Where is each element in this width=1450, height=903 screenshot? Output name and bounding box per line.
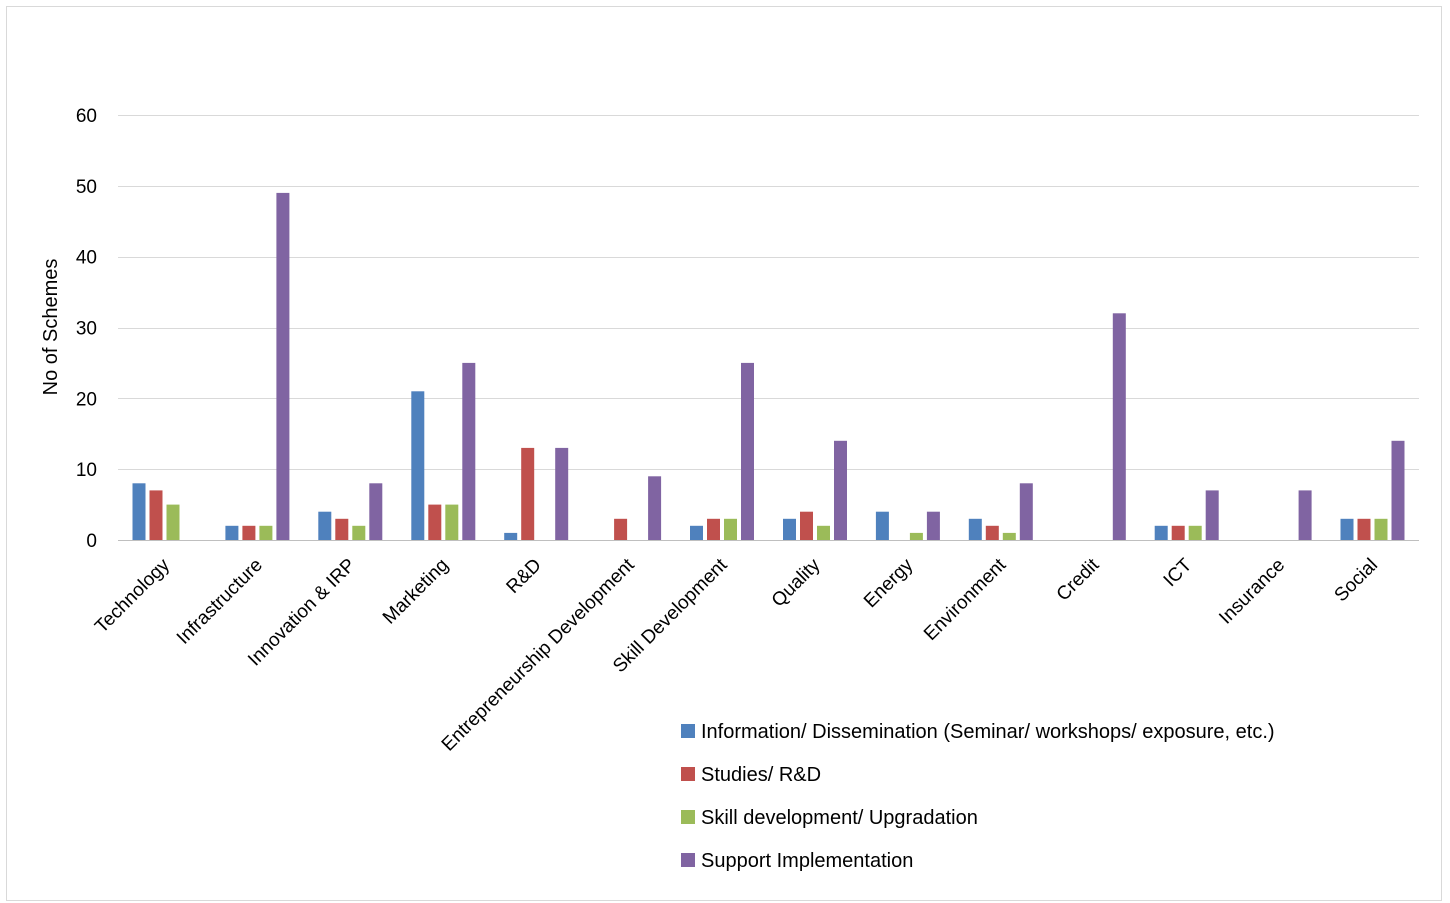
- bar-entrepreneurship-development-s1: [614, 518, 628, 541]
- bar-ict-s2: [1188, 525, 1202, 540]
- x-tick-label: Quality: [768, 554, 825, 611]
- bar-infrastructure-s3: [276, 192, 290, 540]
- bar-r-d-s1: [521, 447, 535, 540]
- bar-energy-s0: [875, 511, 889, 540]
- chart-frame: [6, 6, 1442, 901]
- x-tick-label: Entrepreneurship Development: [438, 554, 639, 755]
- y-tick-label: 40: [76, 248, 97, 269]
- bar-energy-s2: [909, 532, 923, 540]
- x-tick-label: Marketing: [379, 555, 453, 629]
- bar-quality-s0: [783, 518, 796, 541]
- x-tick-label: Social: [1331, 555, 1382, 606]
- bar-innovation-irp-s1: [335, 518, 349, 541]
- bar-marketing-s3: [462, 362, 476, 540]
- legend-label: Skill development/ Upgradation: [701, 807, 978, 829]
- x-tick-label: Technology: [91, 554, 174, 637]
- bar-skill-development-s2: [724, 518, 737, 541]
- bar-infrastructure-s0: [225, 525, 239, 540]
- x-tick-label: Energy: [860, 554, 918, 612]
- gridlines: [118, 115, 1419, 541]
- legend-label: Information/ Dissemination (Seminar/ wor…: [701, 721, 1275, 743]
- legend-swatch: [681, 767, 695, 781]
- bar-environment-s0: [968, 518, 982, 541]
- x-tick-label: Insurance: [1215, 555, 1289, 629]
- bar-r-d-s0: [504, 532, 518, 540]
- bars: [118, 192, 1419, 541]
- x-tick-label: R&D: [503, 555, 546, 598]
- bar-environment-s3: [1019, 483, 1033, 540]
- y-axis-ticks: 0 10 20 30 40 50 60: [76, 106, 97, 552]
- bar-credit-s3: [1112, 313, 1126, 540]
- y-tick-label: 60: [76, 106, 97, 127]
- bar-environment-s1: [985, 525, 999, 540]
- y-tick-label: 50: [76, 177, 97, 198]
- bar-quality-s1: [800, 511, 813, 540]
- bar-technology-s0: [132, 483, 146, 540]
- x-tick-label: Environment: [920, 554, 1011, 645]
- bar-social-s1: [1357, 518, 1371, 541]
- legend: Information/ Dissemination (Seminar/ wor…: [681, 721, 1275, 872]
- bar-skill-development-s3: [741, 362, 754, 540]
- bar-marketing-s2: [445, 504, 459, 540]
- y-tick-label: 30: [76, 319, 97, 340]
- bar-technology-s1: [149, 490, 163, 540]
- x-tick-label: Credit: [1053, 554, 1104, 605]
- bar-skill-development-s1: [707, 518, 720, 541]
- bar-energy-s3: [926, 511, 940, 540]
- bar-infrastructure-s2: [259, 525, 273, 540]
- bar-r-d-s3: [555, 447, 569, 540]
- bar-technology-s2: [166, 504, 180, 540]
- y-tick-label: 20: [76, 389, 97, 410]
- bar-marketing-s1: [428, 504, 442, 540]
- x-tick-label: ICT: [1160, 554, 1197, 591]
- bar-innovation-irp-s0: [318, 511, 332, 540]
- x-tick-label: Infrastructure: [173, 555, 267, 649]
- bar-social-s2: [1374, 518, 1388, 541]
- bar-insurance-s3: [1298, 490, 1312, 540]
- bar-skill-development-s0: [690, 525, 703, 540]
- legend-swatch: [681, 810, 695, 824]
- bar-marketing-s0: [411, 391, 425, 541]
- bar-quality-s2: [817, 525, 830, 540]
- bar-entrepreneurship-development-s3: [648, 476, 662, 541]
- bar-innovation-irp-s3: [369, 483, 383, 540]
- legend-label: Studies/ R&D: [701, 764, 821, 786]
- bar-infrastructure-s1: [242, 525, 256, 540]
- legend-label: Support Implementation: [701, 850, 913, 872]
- y-axis-title: No of Schemes: [40, 259, 62, 396]
- y-tick-label: 10: [76, 460, 97, 481]
- legend-swatch: [681, 853, 695, 867]
- bar-ict-s3: [1205, 490, 1219, 540]
- bar-social-s3: [1391, 440, 1405, 540]
- bar-quality-s3: [834, 440, 847, 540]
- legend-swatch: [681, 724, 695, 738]
- bar-ict-s1: [1171, 525, 1185, 540]
- bar-ict-s0: [1154, 525, 1168, 540]
- bar-innovation-irp-s2: [352, 525, 366, 540]
- bar-social-s0: [1340, 518, 1354, 541]
- bar-environment-s2: [1002, 532, 1016, 540]
- y-tick-label: 0: [86, 531, 97, 552]
